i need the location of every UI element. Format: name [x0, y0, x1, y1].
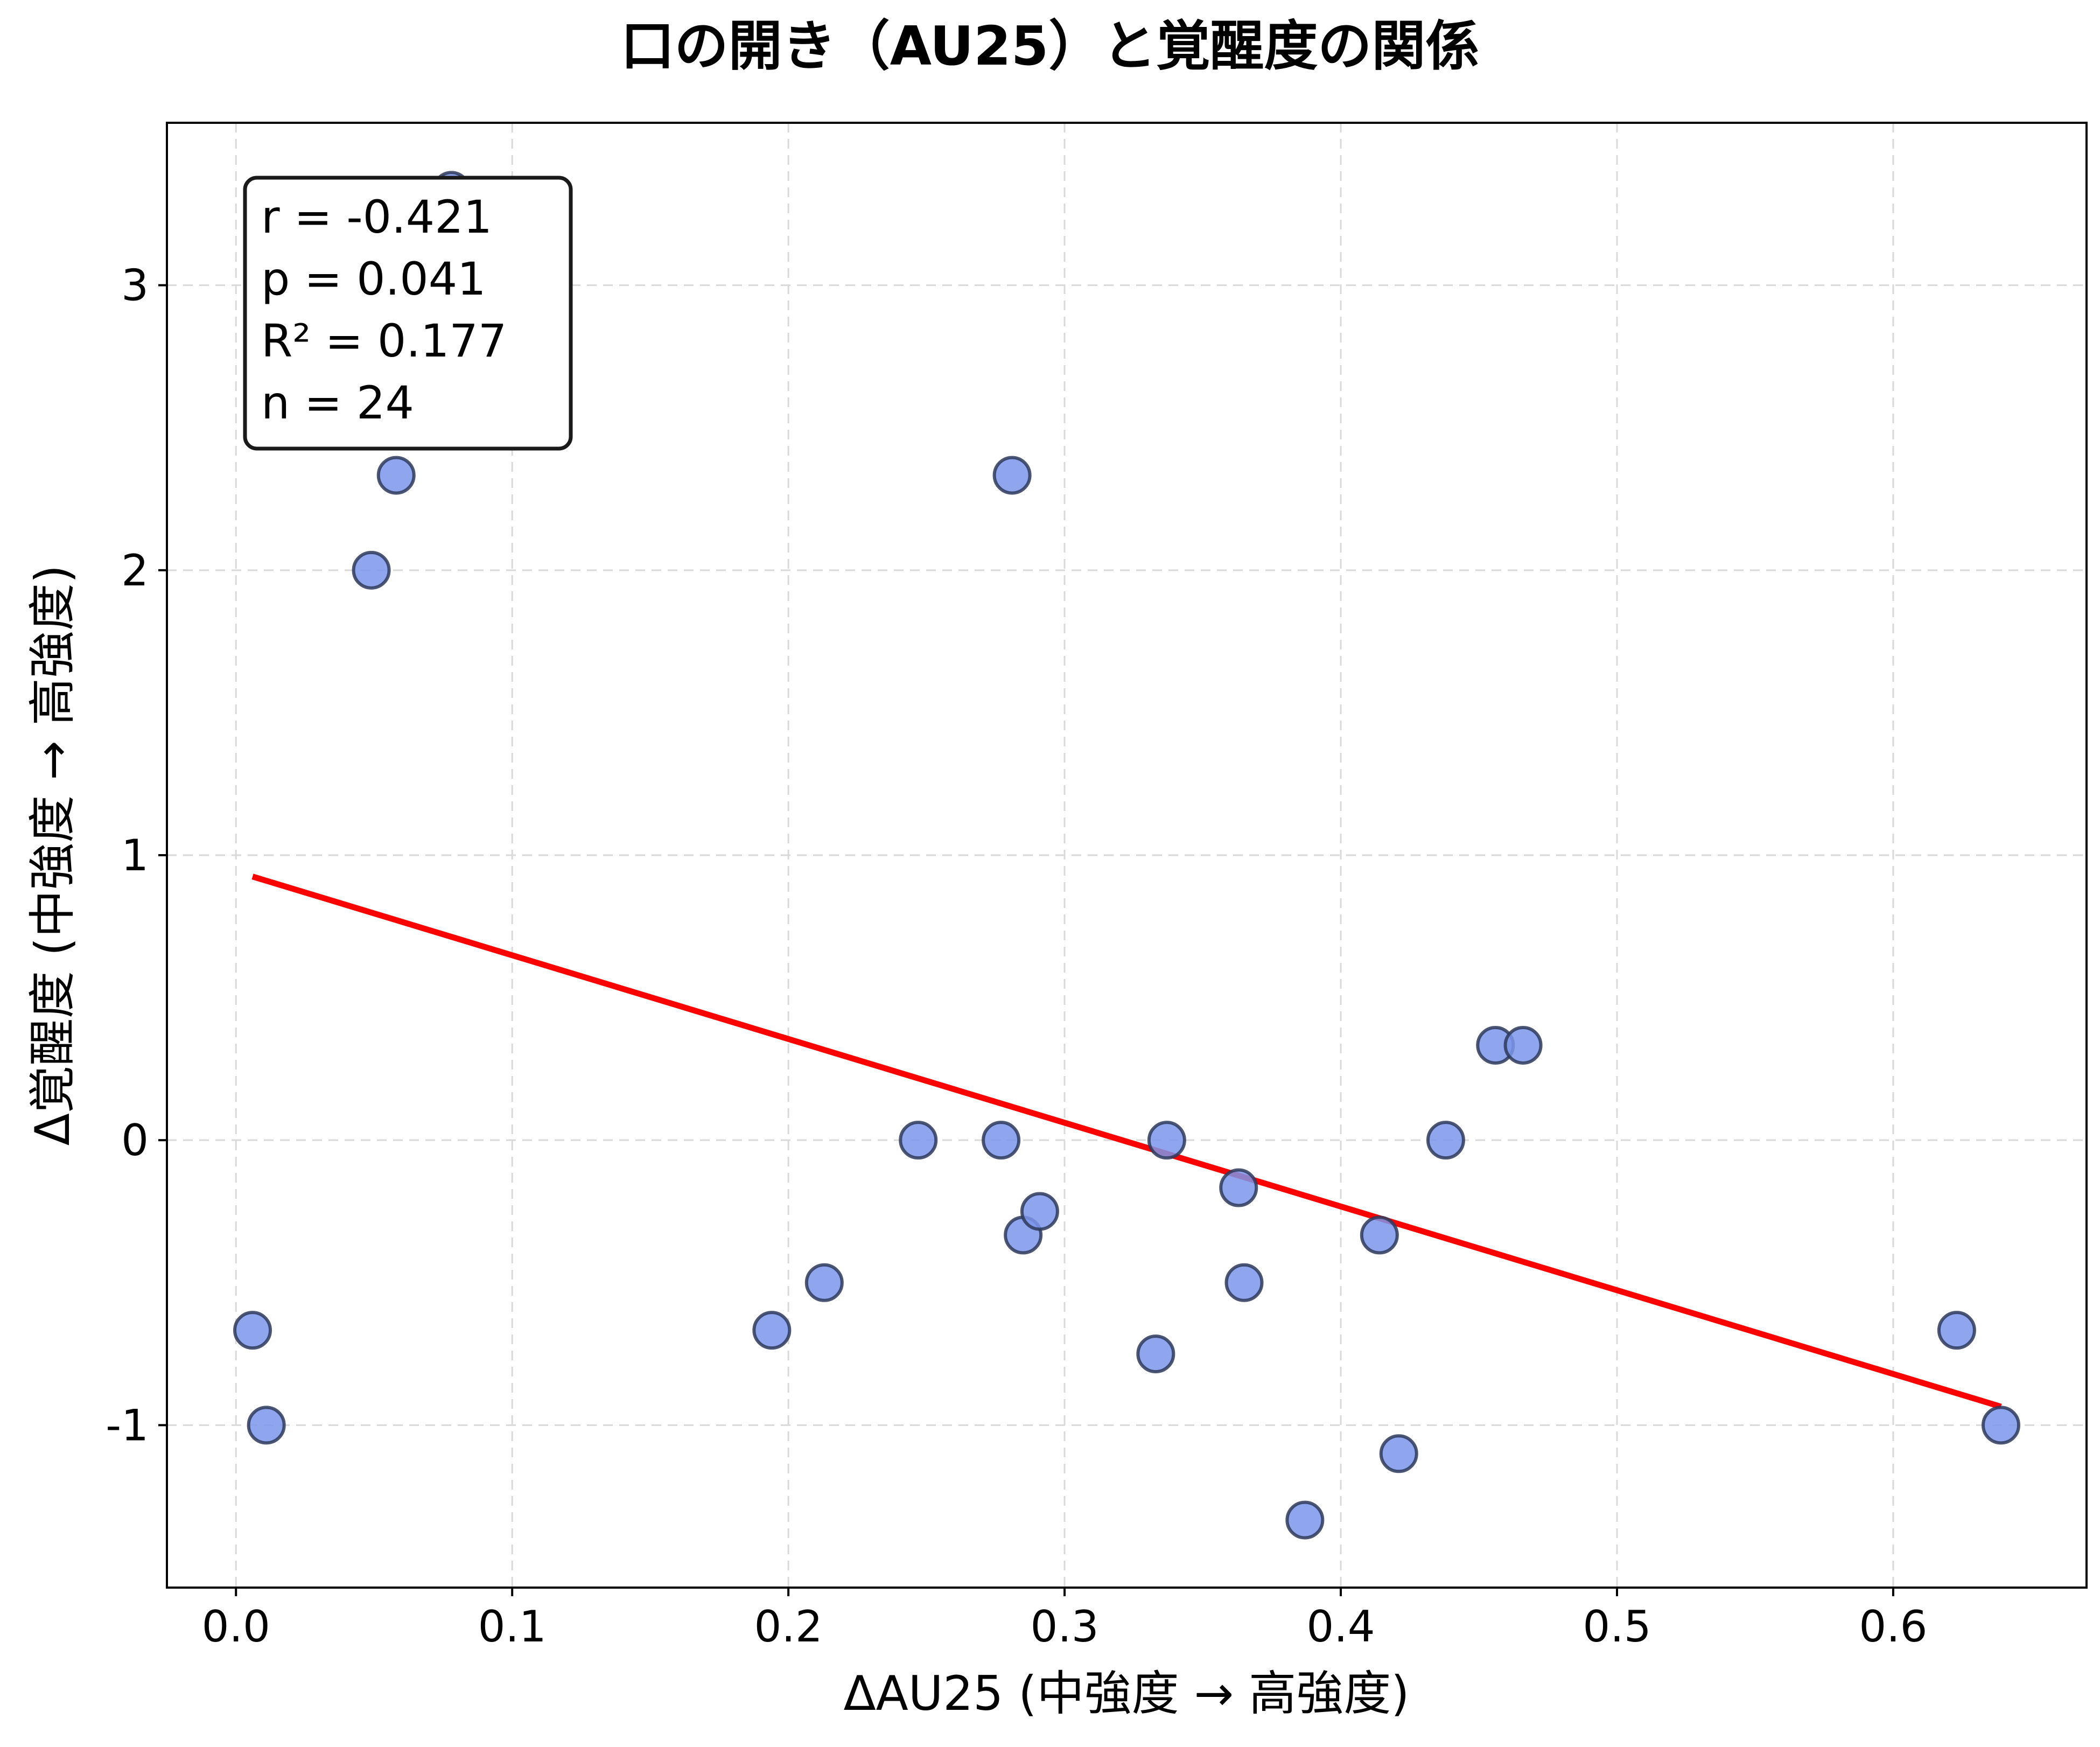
- x-axis-ticks: 0.0 0.1 0.2 0.3 0.4 0.5 0.6: [202, 1588, 1928, 1652]
- data-point: [1937, 1311, 1976, 1350]
- data-point: [1426, 1121, 1465, 1160]
- data-point: [1285, 1500, 1325, 1540]
- data-point: [233, 1311, 272, 1350]
- data-point: [352, 550, 391, 590]
- y-tick-label: 0: [121, 1115, 149, 1165]
- stats-r: r = -0.421: [261, 191, 492, 243]
- y-tick-label: -1: [106, 1400, 149, 1450]
- data-point: [1379, 1434, 1418, 1473]
- x-tick-label: 0.1: [478, 1602, 547, 1652]
- data-point: [1219, 1168, 1258, 1207]
- chart-title: 口の開き（AU25）と覚醒度の関係: [621, 15, 1480, 78]
- stats-r2: R² = 0.177: [261, 315, 507, 367]
- plot-frame: [166, 122, 2088, 1589]
- stats-p: p = 0.041: [261, 253, 486, 305]
- y-axis-label: Δ覚醒度 (中強度 → 高強度): [25, 565, 80, 1146]
- data-point: [1503, 1025, 1543, 1065]
- y-tick-label: 1: [121, 830, 149, 881]
- data-point: [1147, 1121, 1186, 1160]
- data-point: [804, 1263, 844, 1302]
- data-point: [752, 1311, 792, 1350]
- x-tick-label: 0.0: [202, 1602, 270, 1652]
- x-axis-label: ΔAU25 (中強度 → 高強度): [843, 1666, 1409, 1721]
- x-tick-label: 0.6: [1859, 1602, 1927, 1652]
- y-tick-label: 3: [121, 261, 149, 311]
- stats-box: r = -0.421 p = 0.041 R² = 0.177 n = 24: [243, 176, 573, 451]
- data-point: [1981, 1406, 2020, 1445]
- data-point: [992, 456, 1032, 495]
- regression-line: [251, 874, 2002, 1410]
- data-point: [247, 1406, 286, 1445]
- x-tick-label: 0.4: [1306, 1602, 1375, 1652]
- data-point: [376, 456, 416, 495]
- data-point: [1020, 1192, 1059, 1231]
- x-tick-label: 0.2: [754, 1602, 823, 1652]
- data-point: [1360, 1215, 1399, 1255]
- data-point: [982, 1121, 1021, 1160]
- stats-n: n = 24: [261, 376, 414, 429]
- data-point: [1224, 1263, 1264, 1302]
- x-tick-label: 0.3: [1030, 1602, 1098, 1652]
- y-axis-ticks: 3 2 1 0 -1: [106, 261, 167, 1450]
- x-tick-label: 0.5: [1583, 1602, 1651, 1652]
- stats-box-frame: [243, 176, 573, 451]
- data-point: [899, 1121, 938, 1160]
- data-point: [1136, 1334, 1175, 1374]
- data-points: [233, 171, 2020, 1540]
- y-tick-label: 2: [121, 546, 149, 596]
